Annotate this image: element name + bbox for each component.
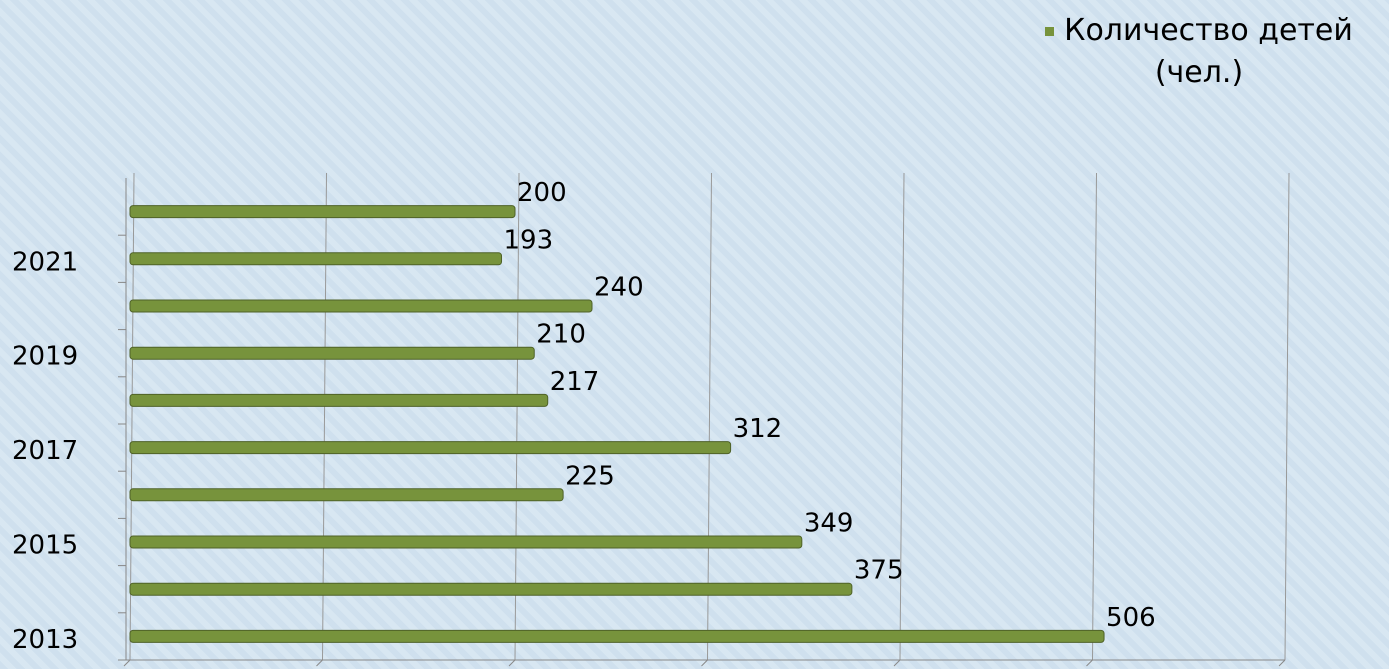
data-label: 240 (594, 273, 644, 303)
grid-line (707, 172, 712, 661)
x-tick (1278, 659, 1286, 667)
x-tick (123, 659, 131, 667)
grid-line (899, 172, 905, 661)
x-tick (316, 659, 323, 667)
data-label: 506 (1106, 603, 1156, 633)
bar (129, 299, 593, 313)
data-label: 375 (854, 556, 904, 586)
x-tick (1086, 659, 1093, 667)
data-label: 217 (550, 367, 600, 397)
data-label: 349 (804, 509, 854, 539)
bar (129, 441, 732, 455)
y-tick-label: 2021 (12, 247, 78, 277)
bar (129, 346, 535, 360)
y-tick-label: 2017 (12, 436, 78, 466)
grid-line (514, 172, 520, 661)
data-label: 312 (733, 414, 783, 444)
bar (129, 205, 516, 219)
bar (129, 252, 503, 266)
x-tick (508, 659, 516, 667)
grid-line (1284, 172, 1290, 661)
bar (129, 535, 803, 549)
x-tick (701, 659, 708, 667)
grid-line (1092, 172, 1097, 661)
bar (129, 488, 564, 502)
legend-swatch (1045, 27, 1055, 36)
data-label: 200 (517, 178, 567, 208)
y-tick-label: 2015 (12, 531, 78, 561)
data-label: 193 (504, 225, 554, 255)
legend: Количество детей (чел.) (1019, 10, 1379, 94)
y-tick-label: 2013 (12, 625, 78, 655)
bar (129, 582, 853, 596)
x-tick (893, 659, 901, 667)
bar (129, 629, 1105, 643)
data-label: 210 (536, 320, 586, 350)
data-label: 225 (565, 461, 615, 491)
bar (129, 393, 549, 407)
y-tick-label: 2019 (12, 342, 78, 372)
legend-label: Количество детей (чел.) (1064, 13, 1353, 90)
